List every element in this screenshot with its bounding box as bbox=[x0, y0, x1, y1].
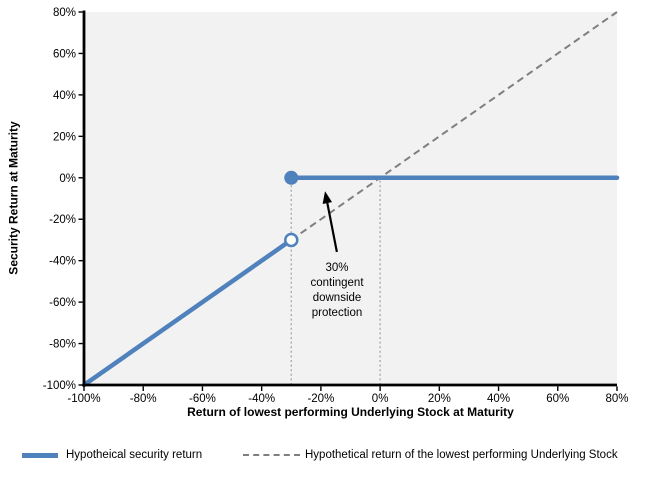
x-axis-title: Return of lowest performing Underlying S… bbox=[187, 405, 514, 419]
x-tick-label: 20% bbox=[428, 393, 451, 405]
y-tick-label: -80% bbox=[49, 339, 76, 351]
downside-protection-annotation: 30% contingent downside protection bbox=[292, 261, 382, 321]
y-tick-label: -40% bbox=[49, 256, 76, 268]
annotation-arrow-head bbox=[322, 191, 333, 204]
legend-swatch-dashed-line bbox=[243, 454, 300, 456]
y-tick-label: -20% bbox=[49, 214, 76, 226]
x-tick-label: -60% bbox=[189, 393, 216, 405]
legend-label: Hypothetical return of the lowest perfor… bbox=[305, 449, 618, 461]
y-tick-label: 60% bbox=[53, 48, 76, 60]
y-tick-label: 0% bbox=[59, 173, 76, 185]
x-tick-label: 80% bbox=[605, 393, 628, 405]
x-tick-label: 60% bbox=[546, 393, 569, 405]
y-tick-label: -60% bbox=[49, 297, 76, 309]
x-tick-label: 0% bbox=[372, 393, 389, 405]
x-tick-label: 40% bbox=[487, 393, 510, 405]
y-tick-label: 20% bbox=[53, 131, 76, 143]
annotation-line-2: contingent bbox=[310, 277, 364, 289]
annotation-arrow-shaft bbox=[326, 202, 338, 253]
y-tick-label: -100% bbox=[43, 380, 76, 392]
marker-filled-circle bbox=[284, 170, 299, 185]
annotation-line-3: downside bbox=[312, 292, 362, 304]
annotation-line-1: 30% bbox=[325, 262, 349, 274]
legend-swatch-solid-line bbox=[22, 452, 58, 458]
series-line-security-0 bbox=[81, 237, 294, 388]
legend-label: Hypotheical security return bbox=[66, 449, 203, 461]
annotation-line-4: protection bbox=[311, 307, 363, 319]
legend-item-underlying-stock-return: Hypothetical return of the lowest perfor… bbox=[243, 448, 618, 462]
x-tick-label: -100% bbox=[67, 393, 100, 405]
y-tick-label: 80% bbox=[53, 7, 76, 19]
marker-open-circle bbox=[284, 232, 299, 248]
x-tick-label: -20% bbox=[307, 393, 334, 405]
y-tick-label: 40% bbox=[53, 90, 76, 102]
y-axis-title: Security Return at Maturity bbox=[6, 121, 21, 275]
x-tick-label: -80% bbox=[130, 393, 157, 405]
legend-item-security-return: Hypotheical security return bbox=[22, 448, 202, 462]
x-tick-label: -40% bbox=[248, 393, 275, 405]
